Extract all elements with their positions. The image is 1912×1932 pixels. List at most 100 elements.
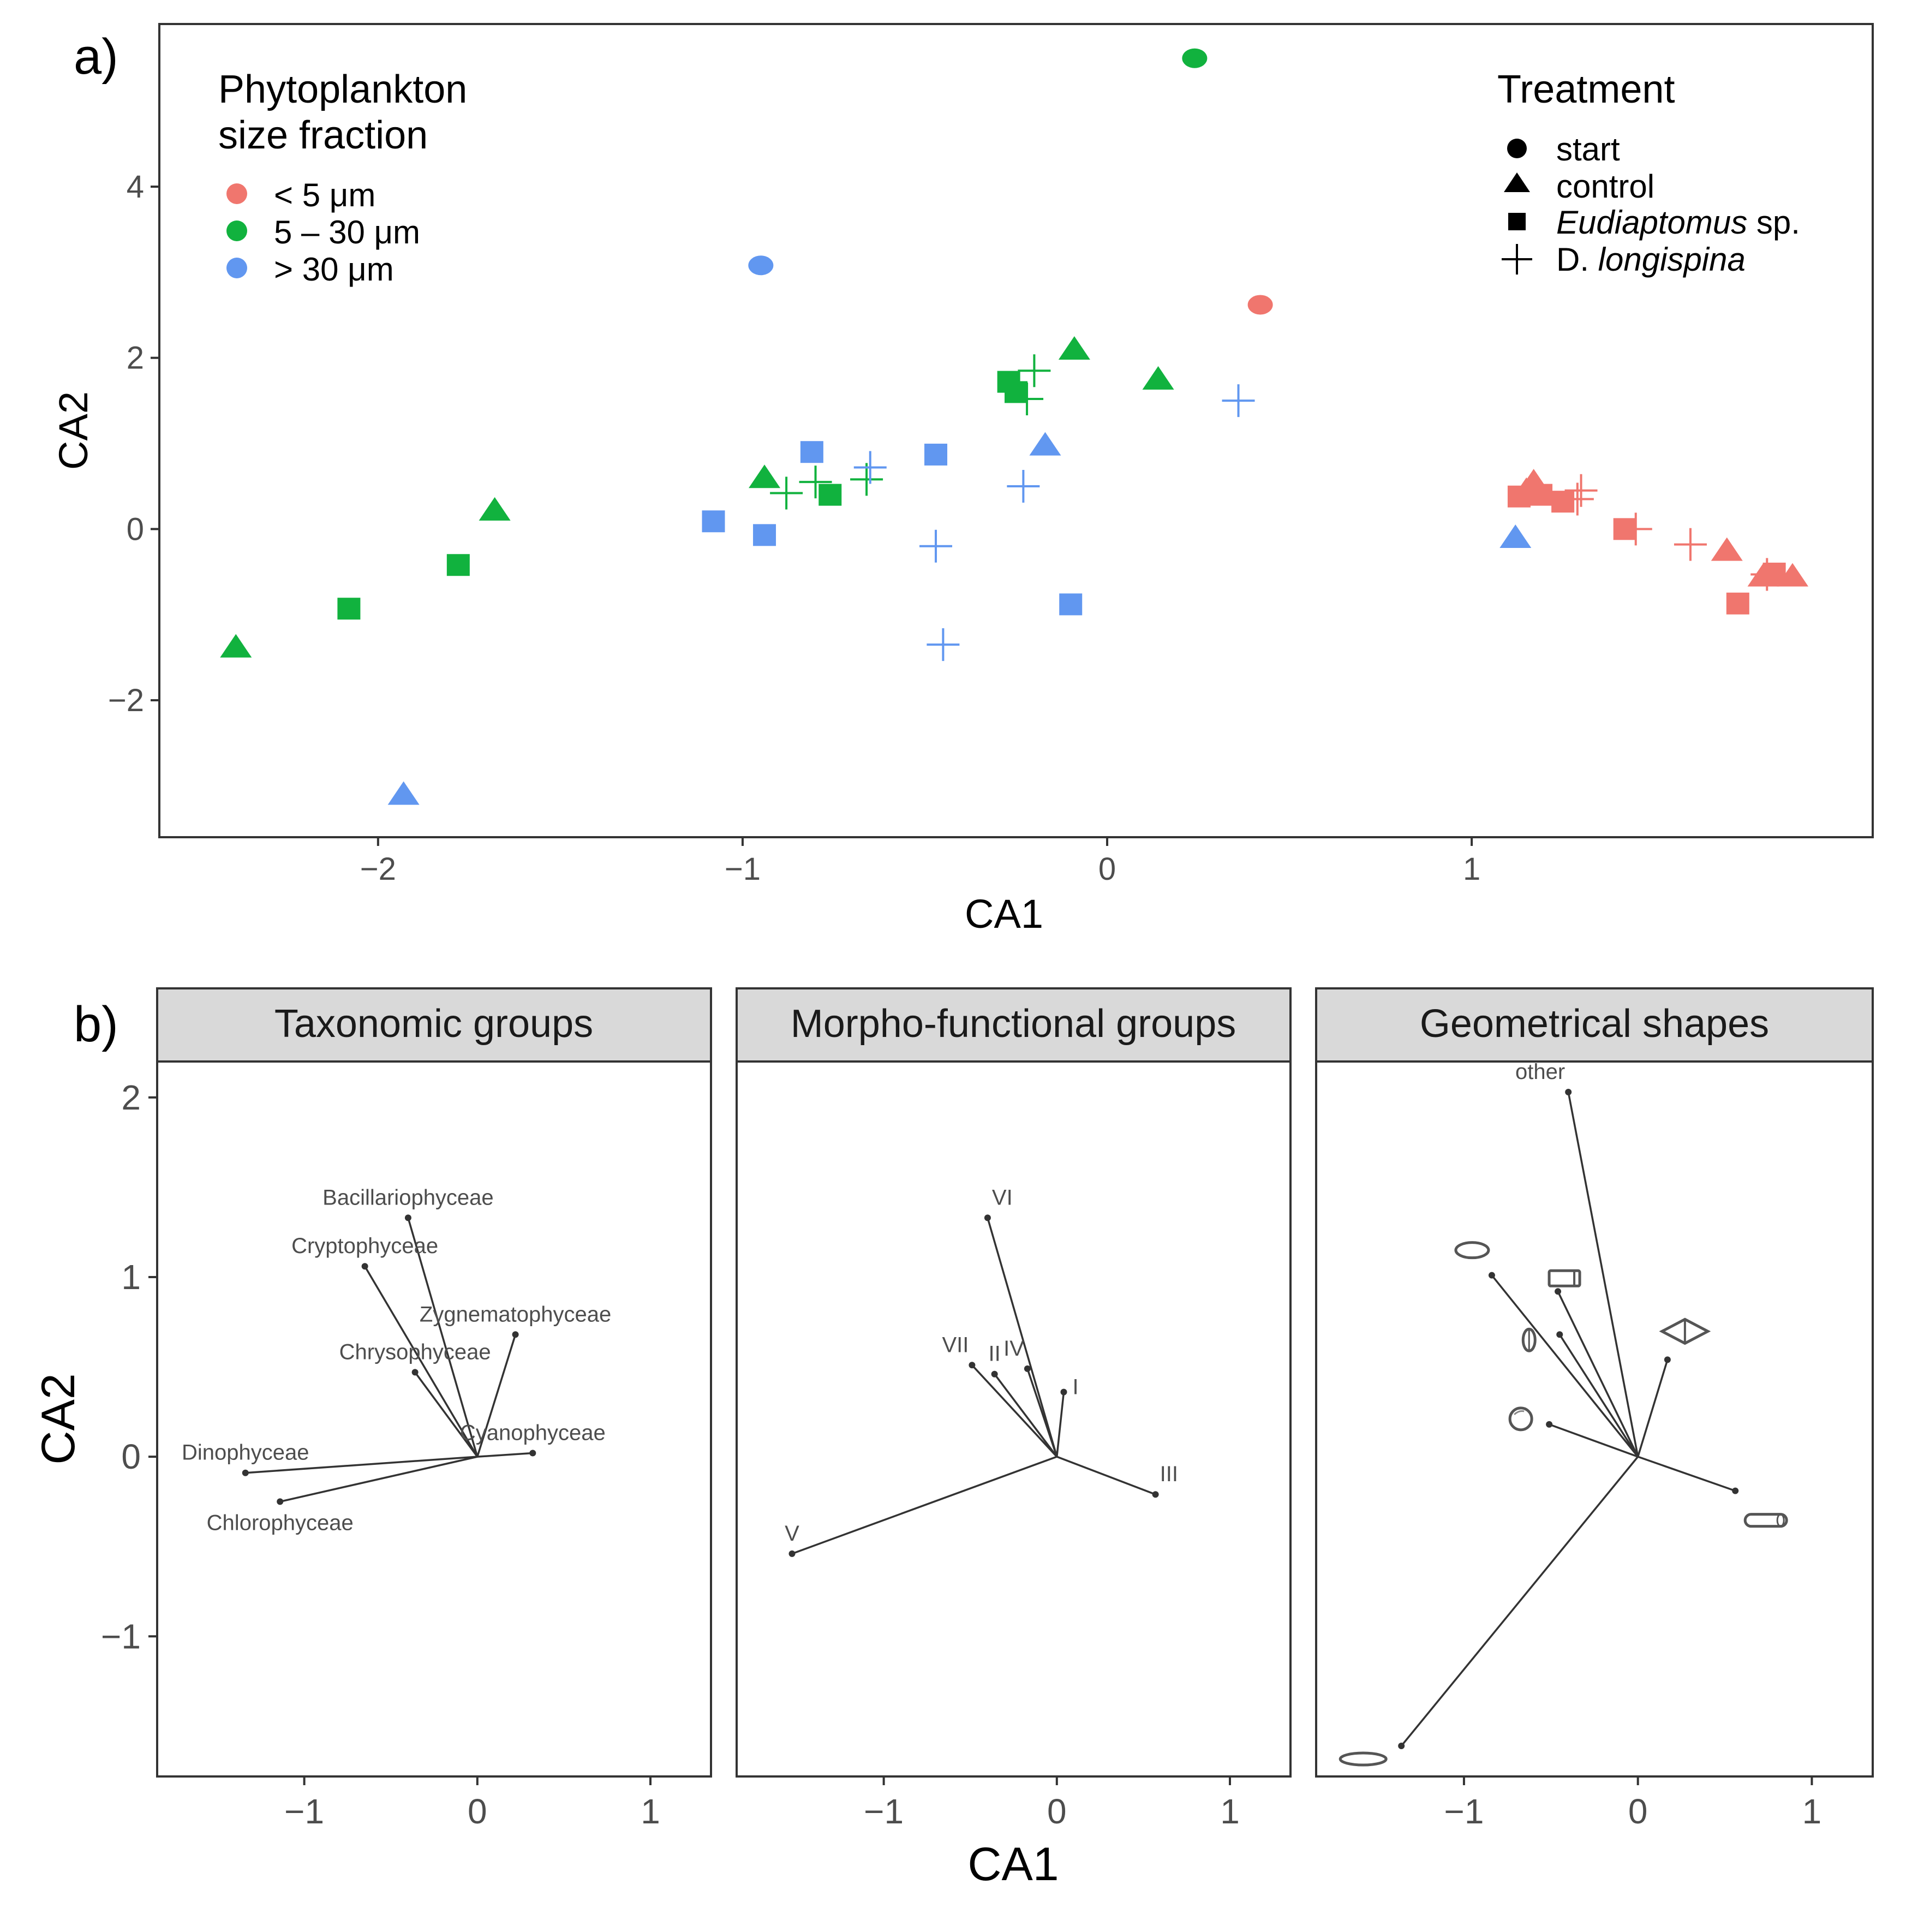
daphnia-italic: longispina [1598, 241, 1746, 278]
b-xtick-label: 0 [468, 1792, 487, 1831]
point-square [446, 554, 470, 576]
biplot-vector [1491, 1274, 1639, 1458]
point-square [1529, 484, 1553, 506]
point-square [818, 484, 842, 506]
point-triangle [1499, 524, 1532, 548]
b-xtick-label: 1 [1802, 1792, 1822, 1831]
biplot-vector-label: IV [1003, 1337, 1024, 1361]
treatment-legend-title: Treatment [1497, 68, 1675, 111]
biplot-vector [364, 1266, 479, 1458]
treatment-legend: Treatment start control Eudiaptomus sp. … [1497, 68, 1800, 278]
biplot-vector-label: I [1072, 1375, 1078, 1399]
biplot-vector [987, 1217, 1058, 1457]
biplot-vector-label: Chrysophyceae [339, 1340, 491, 1364]
a-ytick-label: 2 [127, 341, 144, 376]
panel-b-ylabel: CA2 [32, 1373, 85, 1464]
point-triangle [220, 634, 252, 658]
flat-ellipse-icon [1454, 1241, 1490, 1260]
biplot-vector-tip [1398, 1743, 1405, 1750]
point-square [924, 443, 948, 466]
panel-a-frame [158, 23, 1874, 838]
b-xtick-label: 0 [1047, 1792, 1067, 1831]
facet-frame-geometric [1315, 1060, 1874, 1778]
biplot-vector-tip [1488, 1272, 1495, 1279]
point-square [1507, 485, 1531, 508]
b-xtick-label: −1 [864, 1792, 904, 1831]
panel-a-xlabel: CA1 [965, 891, 1043, 937]
point-square [1059, 593, 1083, 616]
teardrop-icon [1521, 1327, 1537, 1352]
b-ytick-label: 0 [121, 1437, 141, 1476]
biplot-vector [1558, 1334, 1639, 1458]
biplot-vector [1056, 1456, 1156, 1495]
biplot-vector-label: VII [942, 1333, 969, 1357]
double-cone-icon [1659, 1317, 1711, 1345]
biplot-vector-tip [1546, 1421, 1553, 1428]
sphere-icon [1508, 1406, 1533, 1432]
biplot-vector [971, 1364, 1058, 1458]
biplot-vector-tip [1565, 1088, 1572, 1095]
biplot-vector [1638, 1456, 1736, 1492]
biplot-vector-tip [969, 1362, 976, 1369]
size-legend-label-medium: 5 – 30 μm [274, 214, 420, 251]
biplot-vector [414, 1372, 479, 1458]
a-ytick-label: 0 [127, 511, 144, 547]
biplot-vector-tip [1732, 1487, 1739, 1494]
a-ytick-label: −2 [108, 683, 144, 718]
treatment-legend-label-daphnia: D. longispina [1556, 241, 1746, 278]
point-square [1551, 491, 1575, 513]
size-legend-swatch-medium [226, 220, 247, 241]
facet-title-morpho: Morpho-functional groups [791, 1002, 1236, 1046]
biplot-vector [476, 1334, 517, 1457]
eudiaptomus-rest: sp. [1747, 204, 1800, 241]
size-fraction-legend: Phytoplankton size fraction < 5 μm 5 – 3… [218, 68, 467, 288]
point-plus [1750, 558, 1784, 591]
biplot-vector-tip [1555, 1288, 1562, 1295]
point-plus [1619, 512, 1652, 546]
b-ytick-label: 1 [121, 1257, 141, 1297]
treatment-legend-square-icon [1508, 213, 1526, 230]
b-xtick-label: 0 [1628, 1792, 1648, 1831]
point-triangle [1142, 366, 1174, 390]
facet-ticks-geometric: −1 0 1 [1444, 1776, 1821, 1831]
biplot-vector [1400, 1456, 1639, 1747]
long-ellipse-icon [1339, 1751, 1388, 1767]
point-circle [748, 255, 774, 276]
b-xtick-label: 1 [641, 1792, 660, 1831]
cylinder-icon [1547, 1269, 1581, 1287]
point-plus [770, 476, 803, 510]
size-legend-swatch-small [226, 183, 247, 204]
biplot-vector [791, 1456, 1057, 1555]
b-ytick-label: −1 [101, 1617, 141, 1656]
b-xtick-label: −1 [284, 1792, 324, 1831]
facet-title-taxonomic: Taxonomic groups [274, 1002, 593, 1046]
biplot-vector-label: Bacillariophyceae [322, 1185, 494, 1209]
biplot-vector [1567, 1092, 1639, 1457]
panel-b-yaxis: −1 0 1 2 [101, 1078, 157, 1656]
a-ytick-label: 4 [127, 169, 144, 205]
biplot-vector [245, 1456, 477, 1474]
point-square [337, 598, 361, 620]
point-square [753, 524, 776, 546]
biplot-vector-label: Dinophyceae [182, 1441, 309, 1465]
point-plus [1007, 469, 1040, 503]
biplot-vector-tip [361, 1263, 368, 1270]
point-triangle [1029, 432, 1061, 456]
biplot-vector-label: III [1160, 1462, 1178, 1486]
daphnia-plain: D. [1556, 241, 1598, 278]
facet-vectors-geometric: other [1339, 1060, 1788, 1767]
point-square [1726, 592, 1749, 615]
panel-a-axes: −2 −1 0 1 −2 0 2 4 [108, 169, 1480, 887]
point-plus [853, 451, 887, 484]
size-legend-swatch-large [226, 258, 247, 278]
biplot-vector-label: VI [992, 1185, 1013, 1209]
treatment-legend-plus-icon [1502, 244, 1532, 275]
biplot-vector-tip [1152, 1491, 1159, 1498]
point-square [702, 510, 725, 533]
biplot-vector-tip [1024, 1365, 1031, 1372]
biplot-vector-label: II [988, 1342, 1000, 1366]
point-triangle [1058, 336, 1090, 360]
treatment-legend-label-eudiaptomus: Eudiaptomus sp. [1556, 204, 1800, 241]
